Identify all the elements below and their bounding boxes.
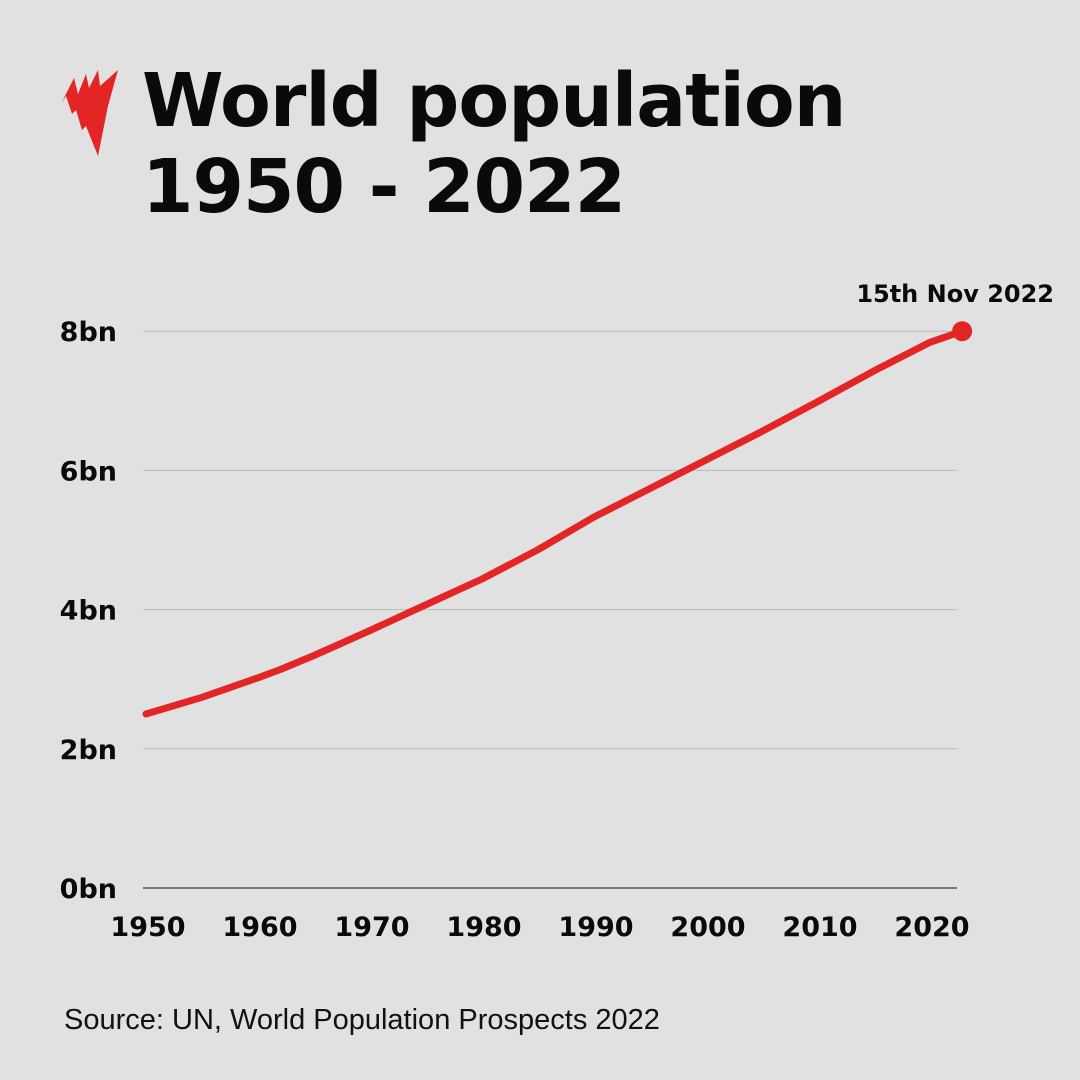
x-tick-label: 2020 — [894, 912, 969, 943]
x-tick-label: 1990 — [558, 912, 633, 943]
source-note: Source: UN, World Population Prospects 2… — [64, 1004, 660, 1036]
title-line-2: 1950 - 2022 — [142, 144, 626, 230]
end-point-label: 15th Nov 2022 — [856, 280, 1054, 308]
end-point-marker — [952, 321, 973, 342]
page-title: World population 1950 - 2022 — [142, 58, 846, 230]
x-tick-label: 1980 — [446, 912, 521, 943]
y-tick-label: 0bn — [60, 874, 117, 905]
x-tick-label: 2000 — [670, 912, 745, 943]
x-tick-label: 1950 — [110, 912, 185, 943]
x-tick-label: 1970 — [334, 912, 409, 943]
sbs-logo-icon — [58, 66, 122, 162]
y-tick-label: 2bn — [60, 735, 117, 766]
x-tick-label: 1960 — [222, 912, 297, 943]
y-tick-label: 8bn — [60, 317, 117, 348]
population-line — [142, 327, 966, 718]
x-tick-label: 2010 — [782, 912, 857, 943]
y-tick-label: 4bn — [60, 596, 117, 627]
title-line-1: World population — [142, 58, 846, 144]
y-tick-label: 6bn — [60, 456, 117, 487]
